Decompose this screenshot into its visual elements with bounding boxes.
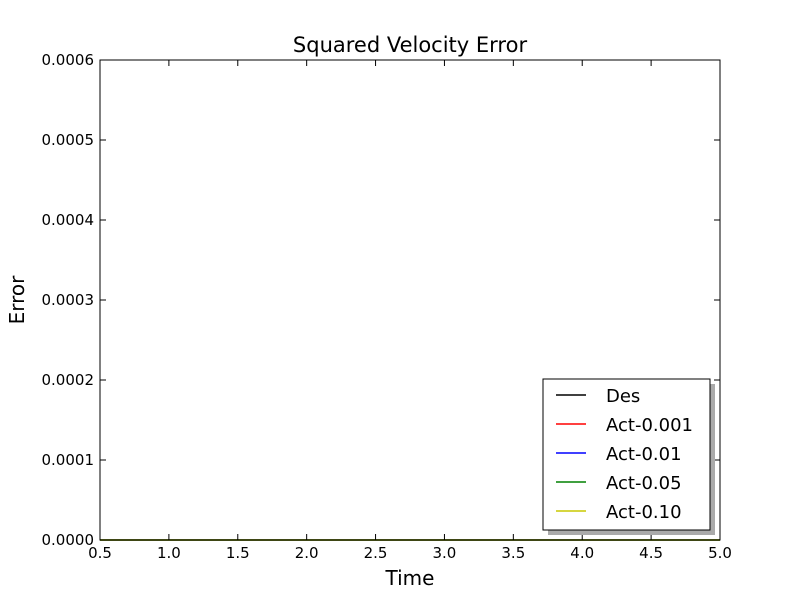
- legend: Des Act-0.001 Act-0.01 Act-0.05 Act-0.10: [542, 378, 715, 535]
- x-axis-label: Time: [385, 566, 435, 590]
- x-tick-label: 5.0: [708, 544, 732, 562]
- x-tick-label: 3.5: [501, 544, 525, 562]
- legend-label: Act-0.05: [606, 473, 682, 494]
- y-tick-label: 0.0003: [42, 291, 95, 309]
- x-tick-label: 1.0: [157, 544, 181, 562]
- x-tick-label: 1.5: [226, 544, 250, 562]
- x-tick-label: 2.5: [364, 544, 388, 562]
- legend-box: [542, 378, 711, 531]
- x-tick-label: 4.0: [570, 544, 594, 562]
- y-tick-label: 0.0004: [42, 211, 95, 229]
- x-tick-label: 3.0: [433, 544, 457, 562]
- legend-label: Act-0.01: [606, 444, 682, 465]
- legend-label: Des: [606, 386, 640, 407]
- legend-label: Act-0.10: [606, 502, 682, 523]
- y-tick-label: 0.0006: [42, 51, 95, 69]
- y-tick-label: 0.0001: [42, 451, 95, 469]
- x-axis: 0.5 1.0 1.5 2.0 2.5 3.0 3.5 4.0 4.5 5.0: [88, 60, 732, 562]
- y-axis: 0.0000 0.0001 0.0002 0.0003 0.0004 0.0005 0.00…: [42, 51, 720, 549]
- y-tick-label: 0.0000: [42, 531, 95, 549]
- chart-title: Squared Velocity Error: [293, 33, 528, 57]
- x-tick-label: 0.5: [88, 544, 112, 562]
- x-tick-label: 2.0: [295, 544, 319, 562]
- y-axis-label: Error: [5, 275, 29, 325]
- y-tick-label: 0.0002: [42, 371, 95, 389]
- x-tick-label: 4.5: [639, 544, 663, 562]
- legend-label: Act-0.001: [606, 415, 693, 436]
- y-tick-label: 0.0005: [42, 131, 95, 149]
